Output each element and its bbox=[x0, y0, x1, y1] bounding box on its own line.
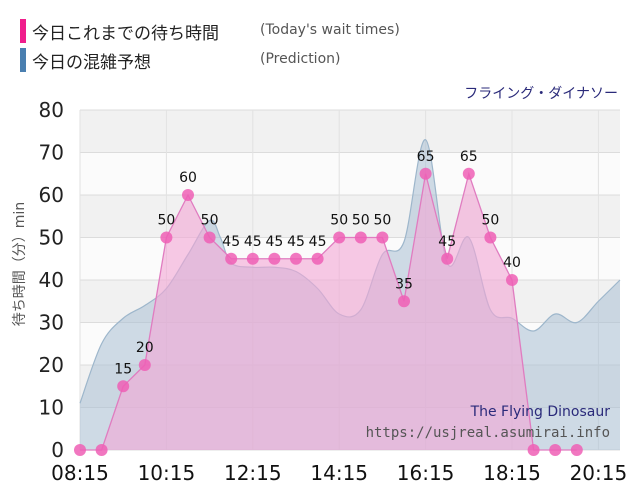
today-point bbox=[182, 189, 194, 201]
legend-today: 今日これまでの待ち時間 bbox=[20, 18, 219, 44]
today-point bbox=[462, 167, 475, 180]
plot-band bbox=[80, 152, 620, 195]
today-point bbox=[160, 231, 173, 244]
today-point bbox=[138, 359, 151, 371]
today-data-label: 40 bbox=[503, 255, 521, 271]
legend-prediction-swatch bbox=[20, 48, 26, 72]
y-tick-label: 20 bbox=[39, 353, 64, 377]
legend-today-label: 今日これまでの待ち時間 bbox=[32, 23, 219, 44]
today-data-label: 45 bbox=[222, 234, 240, 250]
legend-prediction-label: 今日の混雑予想 bbox=[32, 52, 151, 73]
today-point bbox=[246, 252, 259, 265]
today-data-label: 45 bbox=[265, 234, 283, 250]
today-data-label: 45 bbox=[287, 234, 305, 250]
today-point bbox=[290, 252, 302, 265]
today-point bbox=[527, 444, 540, 456]
watermark-url: https://usjreal.asumirai.info bbox=[366, 425, 610, 441]
x-tick-label: 18:15 bbox=[483, 461, 541, 485]
today-data-label: 45 bbox=[244, 234, 262, 250]
today-point bbox=[117, 380, 130, 393]
x-tick-label: 16:15 bbox=[397, 461, 455, 485]
legend-today-swatch bbox=[20, 19, 26, 43]
x-tick-label: 20:15 bbox=[570, 461, 628, 485]
plot-band bbox=[80, 110, 620, 153]
watermark-title: The Flying Dinosaur bbox=[470, 404, 611, 420]
today-point bbox=[354, 231, 367, 244]
x-tick-label: 12:15 bbox=[224, 461, 282, 485]
today-point bbox=[484, 231, 497, 244]
today-point bbox=[419, 167, 432, 180]
today-data-label: 50 bbox=[201, 213, 219, 229]
today-data-label: 50 bbox=[157, 213, 175, 229]
legend-prediction: 今日の混雑予想 bbox=[20, 47, 151, 73]
x-tick-label: 08:15 bbox=[51, 461, 109, 485]
attraction-name: フライング・ダイナソー bbox=[464, 86, 618, 102]
today-data-label: 65 bbox=[460, 149, 478, 165]
x-tick-label: 10:15 bbox=[138, 461, 196, 485]
today-data-label: 50 bbox=[352, 213, 370, 229]
today-point bbox=[268, 252, 281, 265]
y-tick-label: 70 bbox=[39, 141, 64, 165]
today-point bbox=[376, 231, 389, 244]
y-tick-label: 30 bbox=[39, 311, 64, 335]
today-point bbox=[506, 274, 518, 286]
today-point bbox=[311, 252, 324, 265]
today-point bbox=[549, 444, 562, 456]
today-point bbox=[333, 231, 346, 244]
y-tick-label: 80 bbox=[39, 98, 64, 122]
legend-prediction-sub: (Prediction) bbox=[260, 51, 341, 67]
y-tick-label: 50 bbox=[39, 226, 64, 250]
legend-today-sub: (Today's wait times) bbox=[260, 22, 400, 38]
today-data-label: 20 bbox=[136, 340, 154, 356]
axes: 0 10 20 30 40 50 60 70 80 08:15 10:15 12:15 14:15 16:… bbox=[39, 98, 628, 485]
today-point bbox=[398, 295, 410, 308]
y-tick-label: 0 bbox=[51, 438, 64, 462]
today-data-label: 50 bbox=[330, 213, 348, 229]
x-tick-label: 14:15 bbox=[310, 461, 368, 485]
y-tick-label: 10 bbox=[39, 396, 64, 420]
y-axis-label: 待ち時間（分）min bbox=[12, 202, 28, 326]
today-point bbox=[95, 444, 108, 456]
today-point bbox=[225, 252, 238, 265]
today-point bbox=[203, 231, 216, 244]
y-tick-label: 40 bbox=[39, 268, 64, 292]
today-data-label: 15 bbox=[114, 361, 132, 377]
today-point bbox=[74, 444, 86, 456]
today-point bbox=[441, 252, 454, 265]
today-line bbox=[80, 171, 577, 451]
today-data-label: 65 bbox=[417, 149, 435, 165]
today-area bbox=[80, 173, 577, 450]
today-data-label: 45 bbox=[438, 234, 456, 250]
today-data-label: 50 bbox=[481, 213, 499, 229]
today-data-label: 50 bbox=[373, 213, 391, 229]
today-point bbox=[570, 444, 583, 456]
today-data-label: 35 bbox=[395, 276, 413, 292]
today-data-label: 45 bbox=[309, 234, 327, 250]
today-data-label: 60 bbox=[179, 170, 197, 186]
y-tick-label: 60 bbox=[39, 183, 64, 207]
